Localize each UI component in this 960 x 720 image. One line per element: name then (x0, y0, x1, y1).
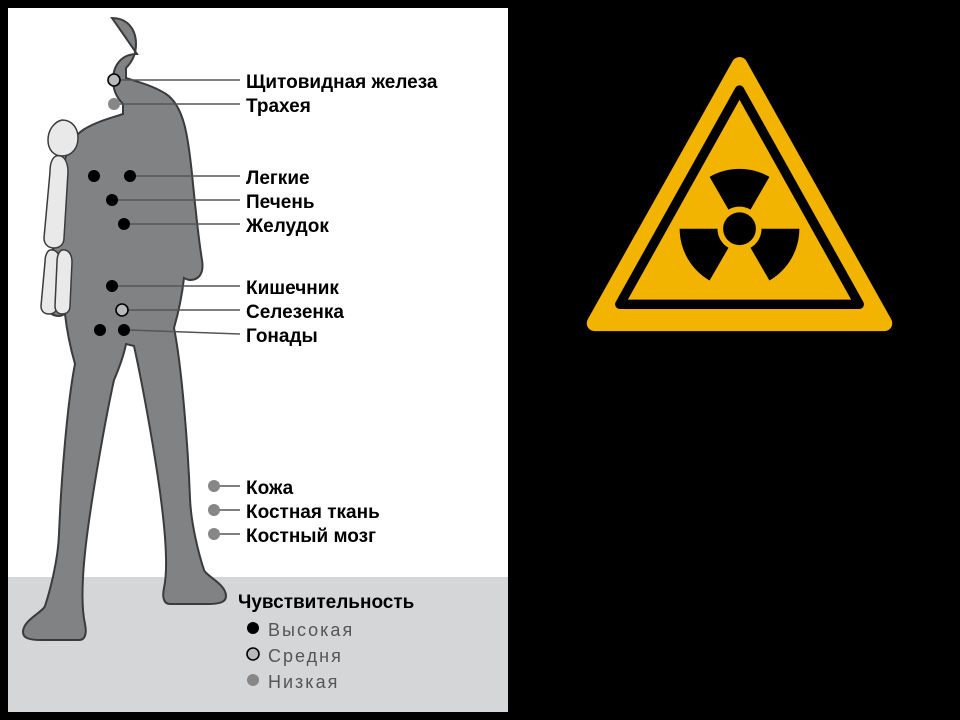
legend-item: Высокая (268, 620, 354, 641)
organ-label: Костная ткань (246, 502, 380, 524)
legend-item: Средня (268, 646, 343, 667)
body-diagram-panel: Щитовидная железаТрахея ЛегкиеПеченьЖелуд… (8, 8, 508, 712)
organ-label: Костный мозг (246, 526, 376, 548)
organ-label: Легкие (246, 168, 310, 190)
legend-dots (247, 622, 259, 686)
organ-label: Желудок (246, 216, 329, 238)
radiation-hazard-icon (582, 46, 897, 361)
organ-label: Селезенка (246, 302, 344, 324)
legend-item: Низкая (268, 672, 339, 693)
legend-title: Чувствительность (238, 592, 414, 614)
organ-label: Гонады (246, 326, 318, 348)
organ-label: Щитовидная железа (246, 72, 437, 94)
organ-label: Кожа (246, 478, 293, 500)
organ-label: Трахея (246, 96, 311, 118)
organ-label: Печень (246, 192, 315, 214)
organ-label: Кишечник (246, 278, 339, 300)
